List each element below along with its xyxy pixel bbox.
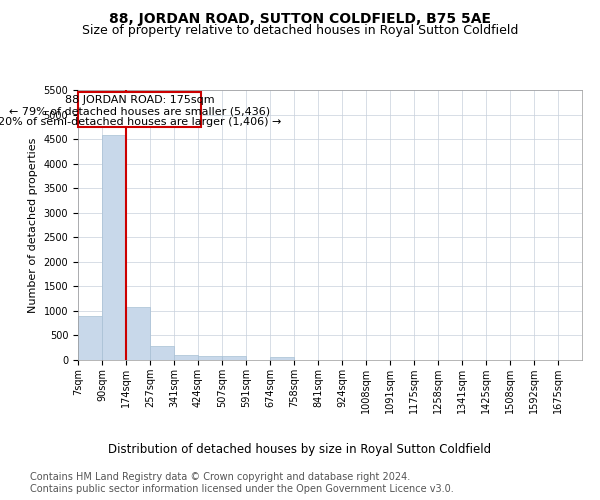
Bar <box>102 135 126 360</box>
Bar <box>126 307 150 360</box>
Bar <box>78 92 201 128</box>
Text: Distribution of detached houses by size in Royal Sutton Coldfield: Distribution of detached houses by size … <box>109 442 491 456</box>
Text: 88 JORDAN ROAD: 175sqm: 88 JORDAN ROAD: 175sqm <box>65 95 214 105</box>
Bar <box>78 316 102 360</box>
Bar <box>150 346 174 360</box>
Y-axis label: Number of detached properties: Number of detached properties <box>28 138 38 312</box>
Text: ← 79% of detached houses are smaller (5,436): ← 79% of detached houses are smaller (5,… <box>9 106 270 116</box>
Text: Contains public sector information licensed under the Open Government Licence v3: Contains public sector information licen… <box>30 484 454 494</box>
Bar <box>270 358 294 360</box>
Text: Size of property relative to detached houses in Royal Sutton Coldfield: Size of property relative to detached ho… <box>82 24 518 37</box>
Bar <box>198 356 222 360</box>
Text: Contains HM Land Registry data © Crown copyright and database right 2024.: Contains HM Land Registry data © Crown c… <box>30 472 410 482</box>
Text: 20% of semi-detached houses are larger (1,406) →: 20% of semi-detached houses are larger (… <box>0 118 281 128</box>
Text: 88, JORDAN ROAD, SUTTON COLDFIELD, B75 5AE: 88, JORDAN ROAD, SUTTON COLDFIELD, B75 5… <box>109 12 491 26</box>
Bar <box>222 356 246 360</box>
Bar <box>174 355 198 360</box>
